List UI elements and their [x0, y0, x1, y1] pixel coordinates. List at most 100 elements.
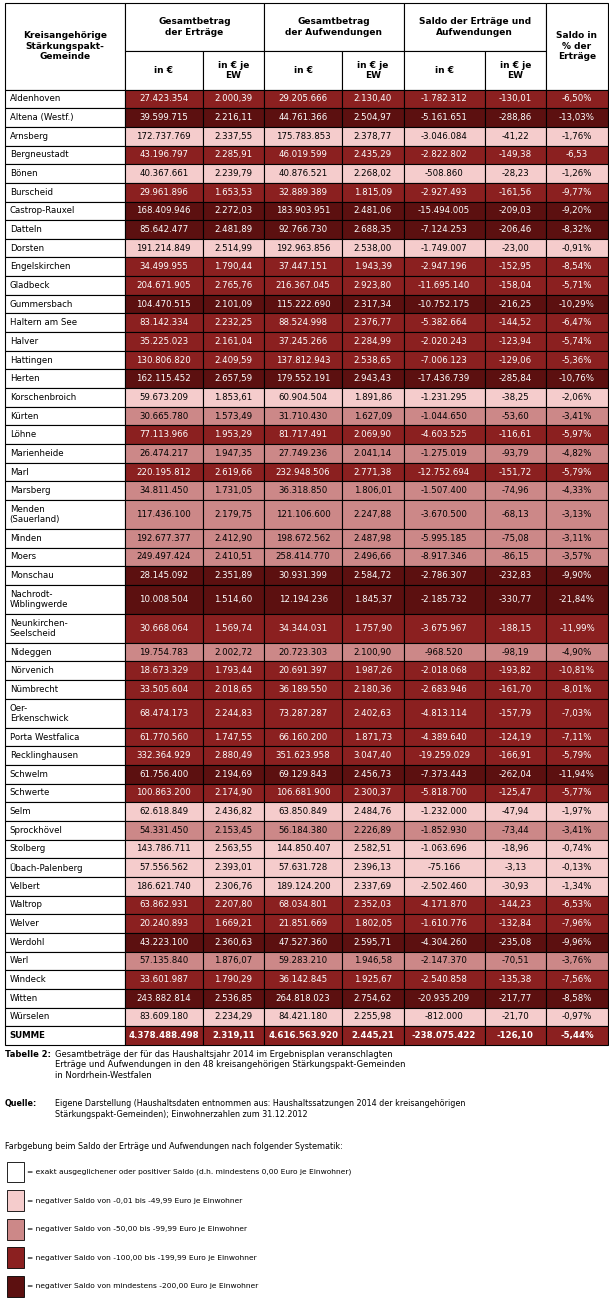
- Bar: [404, 276, 485, 295]
- Bar: [5, 877, 125, 896]
- Text: 2.337,69: 2.337,69: [354, 881, 392, 890]
- Text: 28.145.092: 28.145.092: [139, 571, 188, 580]
- Text: -7.006.123: -7.006.123: [421, 356, 468, 365]
- Bar: [264, 896, 342, 914]
- Bar: [485, 314, 546, 332]
- Text: Moers: Moers: [10, 553, 36, 562]
- Text: -7.124.253: -7.124.253: [421, 225, 468, 234]
- Bar: [546, 728, 608, 746]
- Text: SUMME: SUMME: [10, 1031, 46, 1040]
- Text: 2.412,90: 2.412,90: [214, 533, 253, 543]
- Text: -144,52: -144,52: [499, 318, 532, 327]
- Bar: [404, 614, 485, 643]
- Text: -285,84: -285,84: [499, 374, 532, 383]
- Bar: [404, 566, 485, 585]
- Bar: [546, 746, 608, 765]
- Bar: [342, 165, 404, 183]
- Bar: [342, 295, 404, 314]
- Bar: [203, 314, 264, 332]
- Bar: [342, 108, 404, 127]
- Bar: [203, 951, 264, 971]
- Bar: [203, 746, 264, 765]
- Text: 2.880,49: 2.880,49: [214, 752, 253, 761]
- Bar: [404, 896, 485, 914]
- Text: 1.731,05: 1.731,05: [214, 487, 253, 496]
- Bar: [264, 3, 404, 52]
- Text: 36.189.550: 36.189.550: [278, 685, 328, 694]
- Bar: [342, 426, 404, 444]
- Text: in € je
EW: in € je EW: [357, 61, 389, 80]
- Bar: [7, 1247, 24, 1268]
- Text: -9,20%: -9,20%: [561, 206, 592, 215]
- Bar: [485, 221, 546, 239]
- Bar: [203, 406, 264, 426]
- Text: 44.761.366: 44.761.366: [278, 113, 328, 122]
- Text: 168.409.946: 168.409.946: [136, 206, 191, 215]
- Text: 1.891,86: 1.891,86: [354, 393, 392, 402]
- Bar: [546, 463, 608, 482]
- Text: 2.000,39: 2.000,39: [214, 95, 253, 104]
- Text: 1.514,60: 1.514,60: [214, 594, 253, 604]
- Text: in €: in €: [294, 66, 312, 75]
- Bar: [404, 858, 485, 877]
- Bar: [7, 1276, 24, 1297]
- Text: 2.268,02: 2.268,02: [354, 169, 392, 178]
- Text: Übach-Palenberg: Übach-Palenberg: [10, 863, 83, 872]
- Text: Haltern am See: Haltern am See: [10, 318, 77, 327]
- Text: 204.671.905: 204.671.905: [136, 280, 191, 289]
- Bar: [264, 463, 342, 482]
- Bar: [125, 314, 203, 332]
- Bar: [203, 877, 264, 896]
- Text: -11,99%: -11,99%: [559, 624, 595, 633]
- Bar: [125, 183, 203, 201]
- Bar: [404, 145, 485, 165]
- Bar: [404, 52, 485, 90]
- Text: Waltrop: Waltrop: [10, 901, 43, 910]
- Text: 2.255,98: 2.255,98: [354, 1012, 392, 1022]
- Bar: [404, 370, 485, 388]
- Bar: [485, 802, 546, 822]
- Bar: [342, 914, 404, 933]
- Bar: [342, 1007, 404, 1027]
- Bar: [404, 463, 485, 482]
- Bar: [203, 566, 264, 585]
- Bar: [342, 802, 404, 822]
- Bar: [5, 1027, 125, 1045]
- Text: -188,15: -188,15: [499, 624, 532, 633]
- Bar: [5, 680, 125, 698]
- Bar: [546, 239, 608, 257]
- Text: 12.194.236: 12.194.236: [278, 594, 328, 604]
- Text: 83.609.180: 83.609.180: [139, 1012, 188, 1022]
- Bar: [125, 463, 203, 482]
- Text: -21,84%: -21,84%: [559, 594, 595, 604]
- Bar: [546, 643, 608, 662]
- Text: 2.765,76: 2.765,76: [214, 280, 253, 289]
- Text: 162.115.452: 162.115.452: [136, 374, 191, 383]
- Bar: [546, 951, 608, 971]
- Text: -206,46: -206,46: [499, 225, 532, 234]
- Bar: [404, 585, 485, 614]
- Text: -116,61: -116,61: [499, 430, 532, 439]
- Text: 2.100,90: 2.100,90: [354, 648, 392, 657]
- Text: 144.850.407: 144.850.407: [276, 845, 331, 854]
- Text: 2.402,63: 2.402,63: [354, 709, 392, 718]
- Text: 73.287.287: 73.287.287: [278, 709, 328, 718]
- Bar: [342, 350, 404, 370]
- Bar: [125, 662, 203, 680]
- Text: 2.487,98: 2.487,98: [354, 533, 392, 543]
- Text: Gesamtbetrag
der Aufwendungen: Gesamtbetrag der Aufwendungen: [286, 17, 382, 36]
- Text: -3,41%: -3,41%: [561, 411, 592, 421]
- Text: 2.563,55: 2.563,55: [214, 845, 253, 854]
- Text: 68.474.173: 68.474.173: [139, 709, 188, 718]
- Text: 2.247,88: 2.247,88: [354, 510, 392, 519]
- Text: -232,83: -232,83: [499, 571, 532, 580]
- Text: -288,86: -288,86: [499, 113, 532, 122]
- Bar: [125, 332, 203, 350]
- Bar: [485, 914, 546, 933]
- Text: 179.552.191: 179.552.191: [276, 374, 330, 383]
- Text: 1.806,01: 1.806,01: [354, 487, 392, 496]
- Text: Witten: Witten: [10, 994, 38, 1003]
- Bar: [546, 802, 608, 822]
- Text: -3.675.967: -3.675.967: [421, 624, 468, 633]
- Text: -5,36%: -5,36%: [561, 356, 592, 365]
